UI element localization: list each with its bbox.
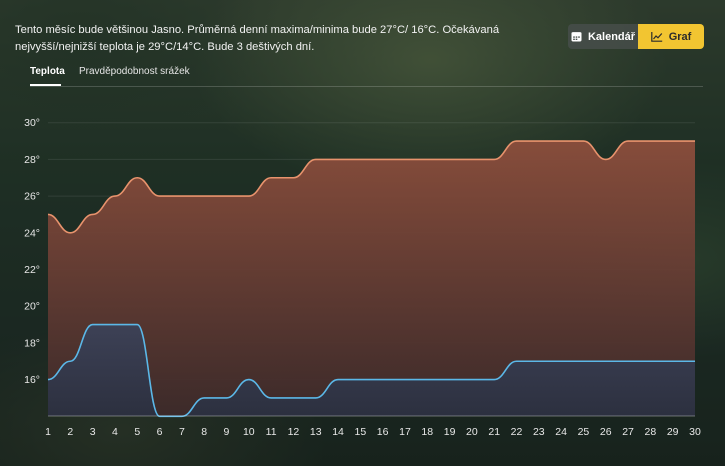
series-area-1 <box>48 324 695 417</box>
x-tick-label: 18 <box>421 426 433 438</box>
y-tick-label: 28° <box>24 154 40 166</box>
x-tick-label: 1 <box>45 426 51 438</box>
x-tick-label: 13 <box>310 426 322 438</box>
forecast-summary: Tento měsíc bude většinou Jasno. Průměrn… <box>15 24 500 53</box>
x-tick-label: 28 <box>645 426 657 438</box>
x-tick-label: 24 <box>555 426 567 438</box>
x-tick-label: 10 <box>243 426 255 438</box>
chart-tabs: Teplota Pravděpodobnost srážek <box>30 66 190 86</box>
calendar-view-label: Kalendář <box>587 30 636 43</box>
y-tick-label: 26° <box>24 191 40 203</box>
x-tick-label: 22 <box>511 426 523 438</box>
y-tick-label: 24° <box>24 227 40 239</box>
x-tick-label: 11 <box>266 426 277 438</box>
calendar-icon <box>571 31 582 42</box>
series-area-0 <box>48 141 695 417</box>
graph-view-label: Graf <box>668 30 692 43</box>
x-tick-label: 6 <box>157 426 163 438</box>
x-tick-label: 7 <box>179 426 185 438</box>
x-tick-label: 16 <box>377 426 389 438</box>
x-tick-label: 21 <box>488 426 500 438</box>
x-tick-label: 12 <box>288 426 300 438</box>
x-tick-label: 9 <box>224 426 230 438</box>
x-tick-label: 17 <box>399 426 411 438</box>
x-tick-label: 29 <box>667 426 679 438</box>
y-tick-label: 18° <box>24 337 40 349</box>
x-tick-label: 2 <box>67 426 73 438</box>
x-tick-label: 3 <box>90 426 96 438</box>
x-tick-label: 23 <box>533 426 545 438</box>
x-tick-label: 14 <box>332 426 344 438</box>
calendar-view-button[interactable]: Kalendář <box>568 24 638 49</box>
x-tick-label: 19 <box>444 426 456 438</box>
x-tick-label: 26 <box>600 426 612 438</box>
series-line-0 <box>47 140 695 234</box>
x-tick-label: 15 <box>355 426 367 438</box>
tab-temperature[interactable]: Teplota <box>30 66 65 86</box>
y-tick-label: 30° <box>24 117 40 129</box>
trend-chart-icon <box>650 31 663 42</box>
x-tick-label: 25 <box>578 426 590 438</box>
x-tick-label: 27 <box>622 426 634 438</box>
x-tick-label: 8 <box>201 426 207 438</box>
x-tick-label: 20 <box>466 426 478 438</box>
tabs-divider <box>30 86 703 87</box>
view-toggle: Kalendář Graf <box>568 24 704 49</box>
y-tick-label: 20° <box>24 301 40 313</box>
tab-precipitation-probability[interactable]: Pravděpodobnost srážek <box>79 66 190 77</box>
y-tick-label: 16° <box>24 374 40 386</box>
x-tick-label: 5 <box>134 426 140 438</box>
x-tick-label: 4 <box>112 426 118 438</box>
x-tick-label: 30 <box>689 426 701 438</box>
graph-view-button[interactable]: Graf <box>638 24 704 49</box>
series-line-1 <box>47 323 695 418</box>
y-tick-label: 22° <box>24 264 40 276</box>
